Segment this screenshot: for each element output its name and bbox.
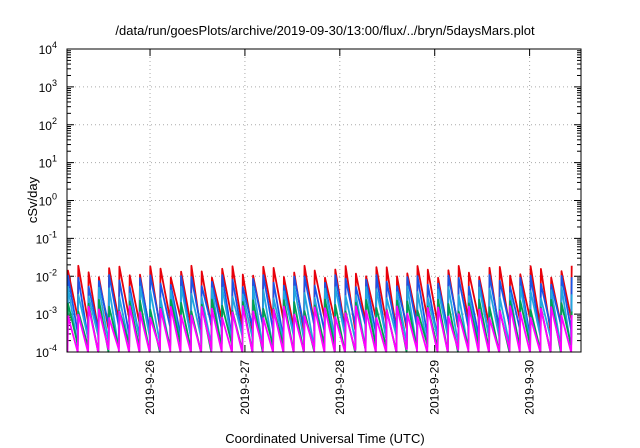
- y-tick-label: 100: [39, 192, 57, 209]
- y-tick-label: 10-1: [36, 229, 57, 246]
- x-tick-label: 2019-9-26: [143, 360, 157, 415]
- x-tick-label: 2019-9-29: [428, 360, 442, 415]
- y-tick-label: 10-2: [36, 267, 57, 284]
- y-tick-label: 10-4: [36, 343, 57, 360]
- y-tick-label: 101: [39, 154, 57, 171]
- y-tick-label: 102: [39, 116, 57, 133]
- x-tick-label: 2019-9-28: [333, 360, 347, 415]
- axis-ticks: 10-4 10-3 10-2 10-1 100 101 102 103 104 2019-9-26…: [36, 40, 581, 415]
- y-tick-label: 103: [39, 78, 57, 95]
- series-lines: [66, 264, 573, 353]
- x-tick-label: 2019-9-27: [238, 360, 252, 415]
- y-axis-label: cSv/day: [25, 176, 40, 223]
- y-tick-label: 104: [39, 40, 57, 57]
- x-axis-label: Coordinated Universal Time (UTC): [225, 431, 424, 446]
- plot-frame: [66, 48, 582, 353]
- chart-title: /data/run/goesPlots/archive/2019-09-30/1…: [115, 23, 535, 38]
- y-tick-label: 10-3: [36, 305, 57, 322]
- x-tick-label: 2019-9-30: [523, 360, 537, 415]
